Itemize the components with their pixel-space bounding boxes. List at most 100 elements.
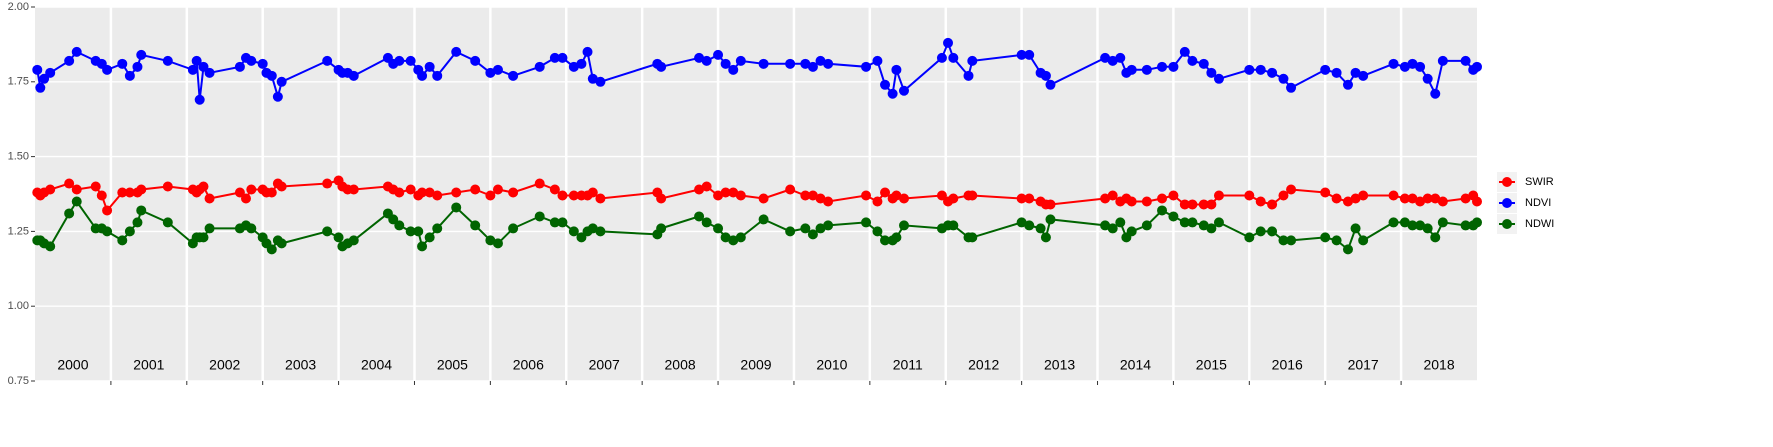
year-label: 2010 — [816, 357, 847, 373]
y-tick-label: 1.25 — [8, 225, 29, 237]
point — [1430, 193, 1441, 204]
point — [417, 241, 428, 252]
point — [1157, 193, 1168, 204]
year-label: 2005 — [437, 357, 468, 373]
point — [694, 52, 705, 63]
point — [800, 190, 811, 201]
point — [1407, 193, 1418, 204]
legend-point — [1502, 219, 1512, 229]
point — [136, 184, 147, 195]
point — [728, 187, 739, 198]
point — [432, 70, 443, 81]
point — [1206, 67, 1217, 78]
point — [508, 223, 519, 234]
point — [1407, 220, 1418, 231]
point — [394, 55, 405, 66]
point — [1320, 64, 1331, 75]
point — [1415, 61, 1426, 72]
point — [1024, 193, 1035, 204]
point — [64, 178, 75, 189]
point — [485, 235, 496, 246]
point — [1206, 199, 1217, 210]
point — [758, 193, 769, 204]
point — [713, 223, 724, 234]
legend-point — [1502, 177, 1512, 187]
year-label: 2017 — [1348, 357, 1379, 373]
point — [246, 184, 257, 195]
point — [1437, 55, 1448, 66]
point — [204, 67, 215, 78]
point — [1141, 64, 1152, 75]
point — [451, 202, 462, 213]
point — [246, 223, 257, 234]
point — [898, 193, 909, 204]
point — [807, 61, 818, 72]
point — [71, 46, 82, 57]
point — [967, 55, 978, 66]
point — [587, 73, 598, 84]
legend-label: NDWI — [1525, 218, 1554, 230]
point — [124, 70, 135, 81]
point — [861, 61, 872, 72]
point — [348, 184, 359, 195]
point — [485, 67, 496, 78]
point — [1358, 190, 1369, 201]
point — [1278, 73, 1289, 84]
point — [891, 232, 902, 243]
point — [102, 64, 113, 75]
point — [948, 193, 959, 204]
point — [194, 94, 205, 105]
point — [880, 235, 891, 246]
point — [568, 61, 579, 72]
point — [394, 220, 405, 231]
point — [534, 178, 545, 189]
point — [204, 193, 215, 204]
point — [198, 181, 209, 192]
point — [1157, 205, 1168, 216]
point — [872, 55, 883, 66]
point — [1358, 235, 1369, 246]
point — [568, 226, 579, 237]
point — [45, 241, 56, 252]
point — [595, 76, 606, 87]
point — [549, 52, 560, 63]
point — [1255, 226, 1266, 237]
point — [1100, 220, 1111, 231]
point — [117, 58, 128, 69]
point — [861, 217, 872, 228]
point — [1206, 223, 1217, 234]
point — [162, 217, 173, 228]
point — [1399, 61, 1410, 72]
legend-point — [1502, 198, 1512, 208]
point — [1255, 196, 1266, 207]
point — [424, 232, 435, 243]
point — [1267, 199, 1278, 210]
point — [1100, 52, 1111, 63]
year-label: 2004 — [361, 357, 392, 373]
point — [1267, 67, 1278, 78]
point — [1198, 199, 1209, 210]
point — [1342, 79, 1353, 90]
point — [413, 226, 424, 237]
point — [701, 181, 712, 192]
point — [191, 55, 202, 66]
point — [694, 184, 705, 195]
point — [815, 223, 826, 234]
point — [534, 61, 545, 72]
point — [735, 190, 746, 201]
point — [451, 46, 462, 57]
point — [322, 226, 333, 237]
point — [1045, 214, 1056, 225]
point — [266, 187, 277, 198]
point — [451, 187, 462, 198]
point — [124, 187, 135, 198]
point — [800, 58, 811, 69]
point — [394, 187, 405, 198]
point — [720, 187, 731, 198]
point — [1045, 199, 1056, 210]
point — [948, 220, 959, 231]
point — [1213, 73, 1224, 84]
point — [1179, 46, 1190, 57]
point — [1016, 193, 1027, 204]
